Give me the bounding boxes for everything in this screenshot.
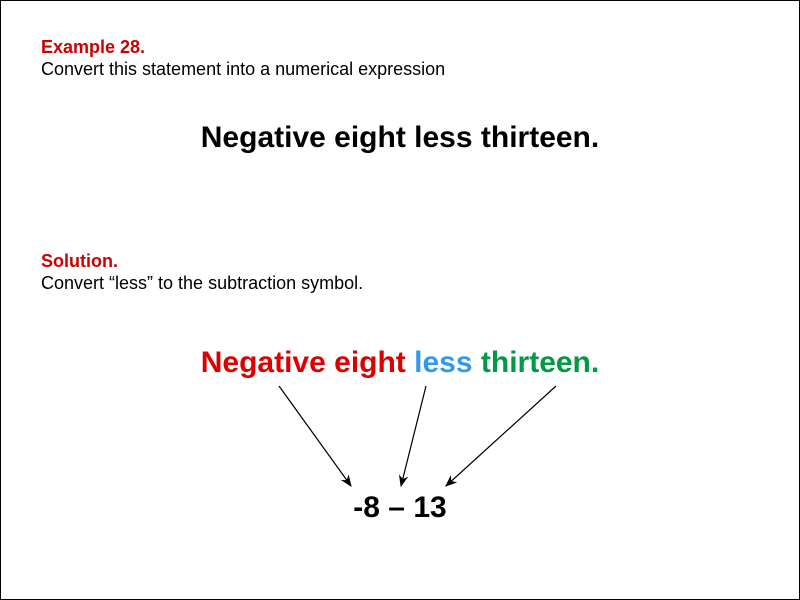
solution-instruction: Convert “less” to the subtraction symbol… xyxy=(41,273,363,294)
solution-label: Solution. xyxy=(41,251,118,272)
problem-statement: Negative eight less thirteen. xyxy=(1,121,799,155)
numerical-expression: -8 – 13 xyxy=(1,491,799,525)
arrow-1 xyxy=(279,386,351,486)
part-thirteen: thirteen. xyxy=(481,346,599,379)
arrow-3 xyxy=(446,386,556,486)
colored-statement: Negative eight less thirteen. xyxy=(1,346,799,380)
part-less: less xyxy=(414,346,481,379)
instruction-text: Convert this statement into a numerical … xyxy=(41,59,445,80)
example-label: Example 28. xyxy=(41,37,145,58)
part-negative-eight: Negative eight xyxy=(201,346,414,379)
arrow-2 xyxy=(401,386,426,486)
